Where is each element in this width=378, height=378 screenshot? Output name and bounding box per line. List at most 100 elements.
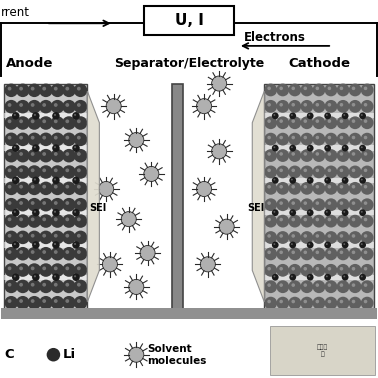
Circle shape — [316, 201, 319, 205]
Text: Electrons: Electrons — [243, 31, 305, 44]
Circle shape — [34, 211, 36, 213]
Circle shape — [304, 218, 307, 222]
Bar — [144, 6, 234, 35]
Circle shape — [364, 103, 367, 107]
Circle shape — [340, 300, 343, 303]
Circle shape — [42, 217, 46, 221]
Circle shape — [42, 266, 46, 270]
Circle shape — [288, 297, 301, 310]
Circle shape — [28, 116, 41, 130]
Circle shape — [328, 201, 331, 205]
Circle shape — [340, 251, 343, 254]
Circle shape — [361, 231, 373, 244]
Circle shape — [279, 185, 283, 189]
Circle shape — [291, 185, 295, 189]
Circle shape — [65, 169, 69, 172]
Circle shape — [52, 209, 60, 217]
Circle shape — [349, 100, 361, 113]
Circle shape — [8, 103, 11, 107]
Circle shape — [272, 145, 279, 152]
Circle shape — [32, 241, 40, 249]
Circle shape — [129, 347, 144, 362]
Circle shape — [264, 264, 277, 277]
Circle shape — [16, 84, 29, 97]
Circle shape — [301, 280, 313, 293]
Circle shape — [301, 264, 313, 277]
Circle shape — [308, 114, 310, 116]
Circle shape — [267, 169, 271, 172]
Circle shape — [301, 166, 313, 178]
Circle shape — [54, 201, 57, 205]
Circle shape — [328, 103, 331, 107]
Circle shape — [19, 169, 23, 172]
Circle shape — [62, 263, 76, 277]
Circle shape — [62, 133, 76, 146]
Circle shape — [325, 100, 338, 113]
Circle shape — [77, 119, 81, 123]
Circle shape — [267, 284, 271, 287]
Circle shape — [74, 146, 76, 148]
Circle shape — [272, 242, 279, 248]
Circle shape — [307, 112, 314, 119]
Circle shape — [364, 284, 367, 287]
Circle shape — [54, 185, 57, 189]
Circle shape — [8, 234, 11, 238]
Circle shape — [324, 274, 331, 280]
Circle shape — [74, 114, 76, 116]
Circle shape — [39, 100, 53, 113]
Circle shape — [28, 165, 41, 179]
Circle shape — [62, 84, 76, 97]
Circle shape — [77, 234, 81, 238]
Circle shape — [301, 133, 313, 146]
Circle shape — [54, 103, 57, 107]
Circle shape — [301, 215, 313, 228]
Circle shape — [361, 146, 363, 148]
Circle shape — [361, 264, 373, 277]
Circle shape — [12, 112, 20, 119]
Circle shape — [304, 119, 307, 123]
Circle shape — [291, 267, 295, 271]
Circle shape — [324, 145, 331, 152]
Circle shape — [279, 201, 283, 205]
Circle shape — [72, 241, 80, 249]
Circle shape — [51, 133, 64, 146]
Circle shape — [8, 119, 11, 123]
Circle shape — [279, 87, 283, 90]
Circle shape — [279, 218, 283, 222]
Text: Separator/Electrolyte: Separator/Electrolyte — [114, 57, 264, 70]
Circle shape — [276, 280, 289, 293]
Circle shape — [325, 297, 338, 310]
Circle shape — [308, 178, 310, 180]
Circle shape — [340, 136, 343, 139]
Circle shape — [12, 241, 20, 249]
Circle shape — [340, 103, 343, 107]
Circle shape — [19, 283, 23, 287]
Circle shape — [328, 169, 331, 172]
Circle shape — [28, 149, 41, 163]
FancyBboxPatch shape — [270, 327, 375, 375]
Circle shape — [313, 84, 325, 96]
Circle shape — [349, 198, 361, 211]
Circle shape — [8, 185, 11, 189]
Circle shape — [267, 87, 271, 90]
Circle shape — [364, 87, 367, 90]
Circle shape — [352, 152, 355, 156]
Circle shape — [304, 152, 307, 156]
Circle shape — [51, 149, 64, 163]
Circle shape — [39, 280, 53, 293]
Circle shape — [264, 198, 277, 211]
Circle shape — [279, 234, 283, 238]
Circle shape — [74, 243, 76, 245]
Circle shape — [34, 114, 36, 116]
Circle shape — [288, 264, 301, 277]
Circle shape — [352, 218, 355, 222]
Circle shape — [54, 275, 56, 277]
Circle shape — [325, 149, 338, 162]
Circle shape — [337, 248, 349, 260]
Circle shape — [291, 251, 295, 254]
Circle shape — [19, 217, 23, 221]
Circle shape — [54, 243, 56, 245]
Circle shape — [62, 165, 76, 179]
Circle shape — [28, 100, 41, 113]
Circle shape — [328, 300, 331, 303]
